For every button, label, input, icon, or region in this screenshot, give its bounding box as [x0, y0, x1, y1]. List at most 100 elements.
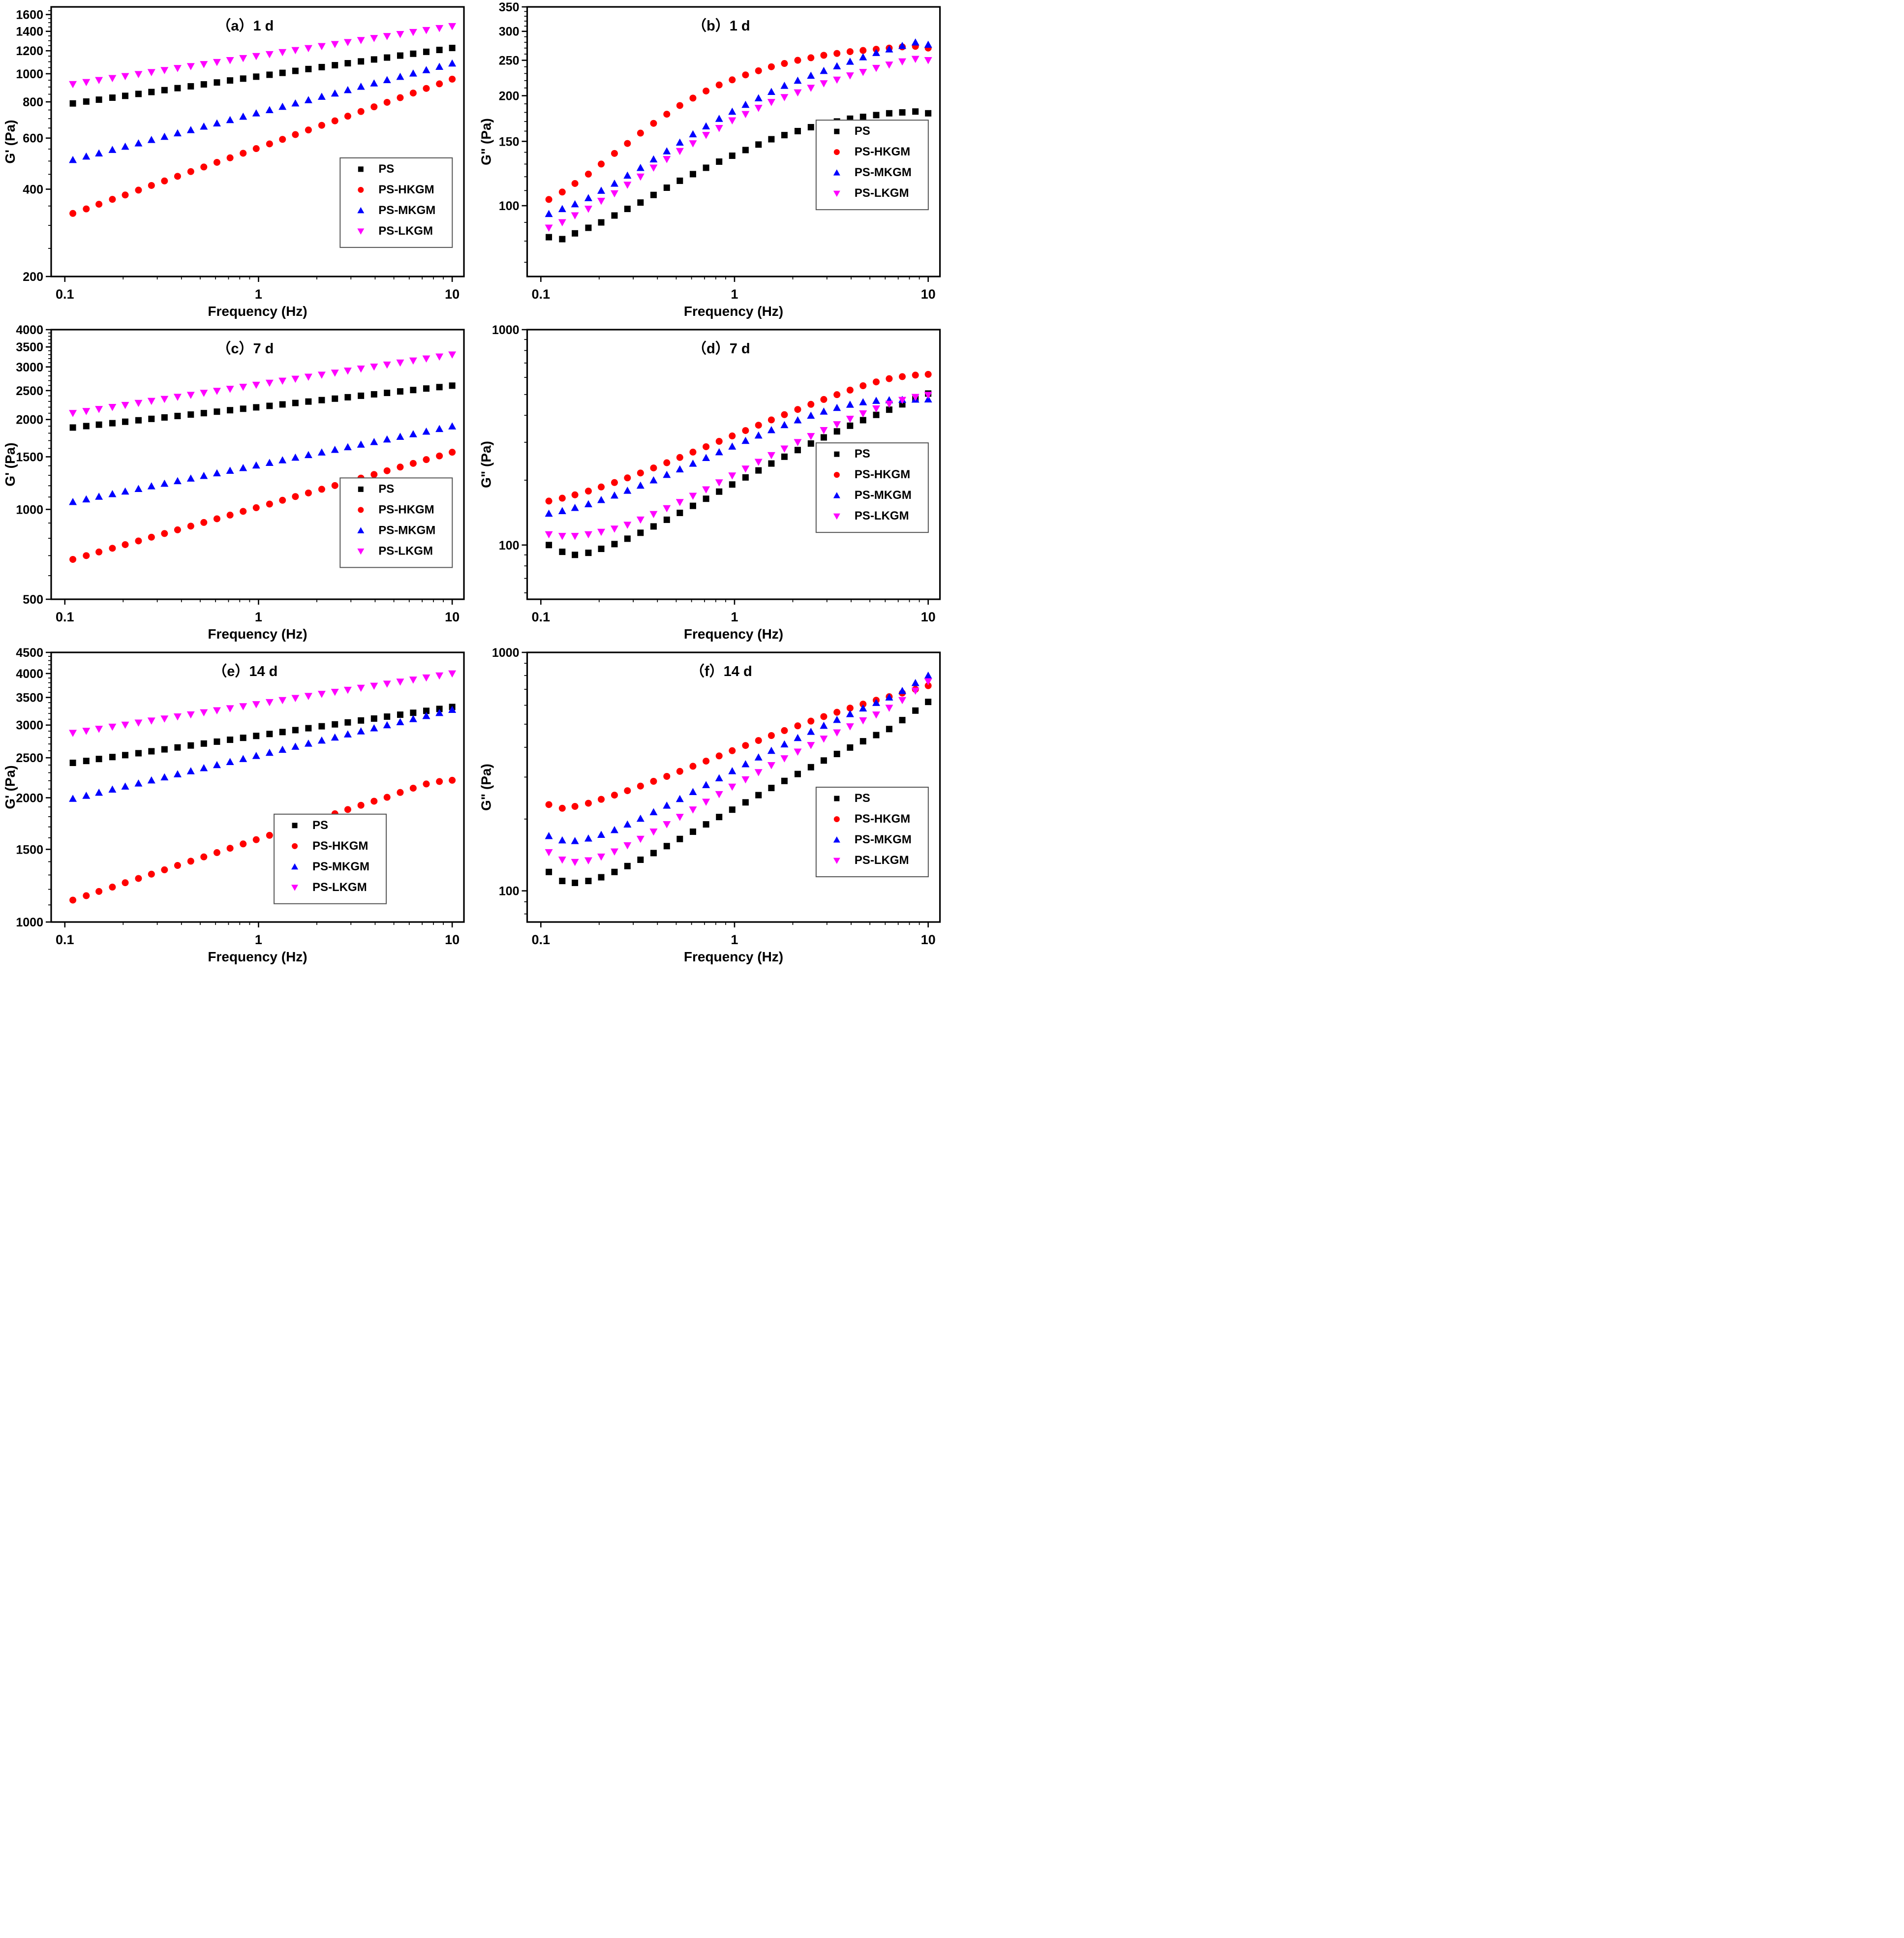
- data-point-square: [148, 89, 155, 95]
- data-point-circle: [794, 722, 801, 730]
- data-point-square: [370, 56, 377, 63]
- data-point-triangle-down: [160, 715, 169, 723]
- data-point-triangle-down: [278, 697, 287, 705]
- data-point-triangle-down: [610, 848, 618, 856]
- data-point-triangle-down: [291, 47, 300, 55]
- data-point-triangle-up: [689, 788, 697, 796]
- data-point-triangle-up: [304, 96, 312, 103]
- data-point-square: [148, 415, 155, 422]
- data-point-circle: [598, 160, 605, 168]
- data-point-circle: [200, 519, 208, 526]
- data-point-triangle-down: [571, 533, 579, 540]
- data-point-circle: [860, 701, 867, 708]
- data-point-triangle-up: [95, 492, 103, 500]
- data-point-square: [559, 549, 566, 555]
- data-point-triangle-down: [702, 799, 710, 806]
- data-point-triangle-up: [885, 693, 893, 701]
- data-point-square: [624, 862, 631, 869]
- axes: 100 1000 0.1 1 10: [492, 646, 936, 947]
- series-PS-MKGM: [69, 422, 457, 505]
- data-point-square: [925, 110, 932, 117]
- panel-title: （d）7 d: [692, 340, 750, 357]
- y-tick-label: 100: [499, 885, 520, 898]
- data-point-square: [899, 109, 906, 116]
- data-point-square: [755, 141, 762, 148]
- data-point-triangle-up: [597, 186, 606, 194]
- chart-a: 200 400 600 800 1000 1200 1400 1600 0.1 1 10 Freque…: [2, 6, 465, 319]
- y-tick-label: 2000: [16, 791, 43, 805]
- data-point-triangle-down: [715, 791, 723, 799]
- data-point-triangle-down: [689, 492, 697, 500]
- data-point-square: [546, 868, 553, 875]
- data-point-square: [689, 502, 696, 509]
- legend-label: PS: [855, 447, 870, 461]
- data-point-triangle-down: [291, 885, 299, 891]
- data-point-circle: [161, 530, 168, 537]
- data-point-triangle-up: [872, 699, 880, 706]
- data-point-circle: [449, 776, 456, 784]
- data-point-triangle-down: [134, 71, 143, 78]
- data-point-circle: [200, 163, 208, 171]
- data-point-square: [834, 796, 840, 801]
- data-point-triangle-down: [898, 58, 906, 66]
- data-point-triangle-up: [636, 814, 645, 822]
- data-point-triangle-down: [69, 81, 77, 89]
- data-point-triangle-up: [357, 83, 365, 90]
- data-point-circle: [545, 497, 553, 505]
- data-point-triangle-up: [571, 837, 579, 844]
- data-point-circle: [794, 406, 801, 413]
- data-point-circle: [781, 727, 788, 734]
- y-axis-label: G" (Pa): [479, 441, 494, 488]
- data-point-circle: [545, 801, 553, 808]
- data-point-circle: [174, 862, 181, 869]
- data-point-circle: [370, 103, 378, 111]
- data-point-square: [912, 108, 919, 115]
- data-point-square: [436, 46, 443, 53]
- legend: PS PS-HKGM PS-MKGM PS-LKGM: [815, 442, 929, 533]
- x-tick-label: 10: [445, 287, 460, 302]
- data-point-triangle-down: [252, 701, 260, 708]
- y-tick-label: 350: [499, 0, 520, 14]
- data-point-triangle-up: [160, 773, 169, 781]
- data-point-triangle-down: [357, 228, 365, 235]
- data-point-triangle-up: [754, 753, 763, 761]
- data-point-triangle-up: [623, 171, 632, 179]
- data-point-square: [873, 411, 880, 418]
- data-point-triangle-down: [807, 742, 815, 749]
- data-point-triangle-down: [357, 548, 365, 555]
- data-point-circle: [872, 378, 880, 386]
- data-point-square: [358, 58, 365, 65]
- data-point-triangle-up: [767, 426, 775, 433]
- data-point-square: [370, 391, 377, 398]
- data-point-circle: [240, 840, 247, 848]
- data-point-triangle-down: [702, 486, 710, 493]
- data-point-square: [135, 91, 142, 97]
- data-point-triangle-up: [649, 476, 658, 484]
- data-point-triangle-up: [448, 422, 457, 430]
- data-point-circle: [69, 896, 77, 904]
- data-point-square: [161, 414, 168, 421]
- data-point-triangle-up: [121, 782, 129, 790]
- data-point-circle: [95, 548, 103, 555]
- data-point-circle: [689, 763, 697, 770]
- data-point-triangle-up: [558, 205, 566, 213]
- data-point-triangle-up: [636, 481, 645, 489]
- data-point-triangle-up: [317, 92, 326, 100]
- data-point-triangle-down: [754, 459, 763, 466]
- data-point-circle: [807, 717, 815, 725]
- data-point-square: [122, 92, 129, 99]
- data-point-circle: [886, 375, 893, 382]
- y-tick-label: 250: [499, 54, 520, 68]
- data-point-square: [781, 132, 788, 139]
- data-point-circle: [571, 803, 579, 810]
- data-point-triangle-down: [636, 173, 645, 181]
- data-point-triangle-down: [623, 182, 632, 189]
- data-point-circle: [807, 400, 815, 408]
- data-point-triangle-up: [121, 142, 129, 150]
- data-point-circle: [344, 113, 351, 120]
- data-point-triangle-up: [422, 427, 430, 435]
- data-point-circle: [755, 737, 762, 744]
- data-point-circle: [715, 752, 723, 760]
- data-point-triangle-down: [649, 164, 658, 172]
- data-point-triangle-down: [545, 224, 553, 232]
